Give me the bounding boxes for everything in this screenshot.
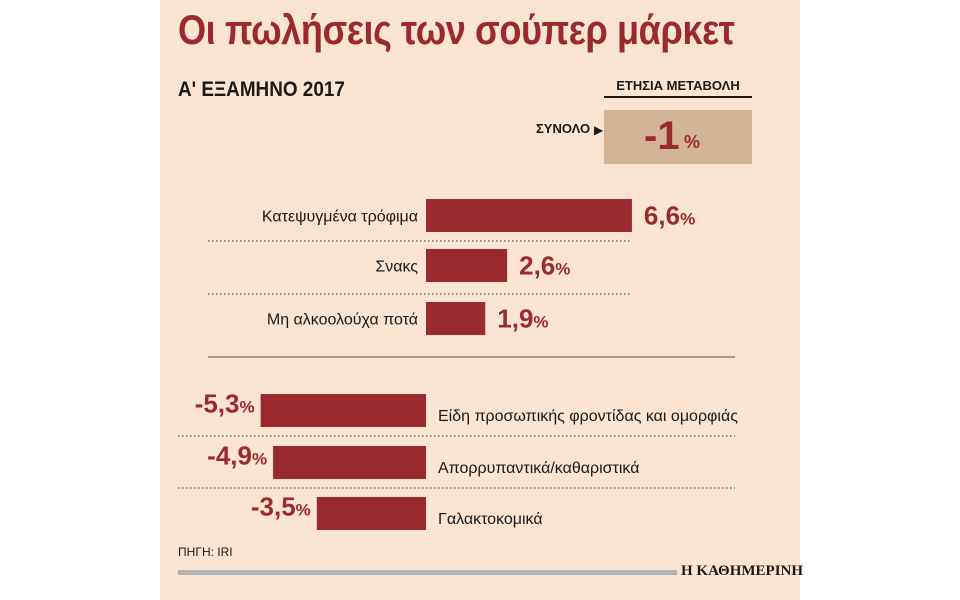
category-label: Σνακς bbox=[375, 259, 418, 276]
total-percent-sign: % bbox=[684, 132, 701, 152]
arrow-right-icon: ▶ bbox=[594, 123, 604, 137]
value-label: 6,6% bbox=[644, 201, 695, 231]
bar bbox=[426, 302, 486, 335]
total-label: ΣΥΝΟΛΟ bbox=[536, 121, 591, 136]
bar bbox=[273, 446, 426, 479]
infographic-panel bbox=[160, 0, 800, 600]
bar bbox=[426, 249, 508, 282]
category-label: Γαλακτοκομικά bbox=[438, 511, 543, 528]
chart-title: Οι πωλήσεις των σούπερ μάρκετ bbox=[178, 6, 735, 53]
value-label: -5,3% bbox=[195, 389, 255, 419]
footer-rule bbox=[178, 570, 677, 575]
total-value: -1 bbox=[644, 114, 680, 158]
chart-subtitle: Α' ΕΞΑΜΗΝΟ 2017 bbox=[178, 78, 345, 101]
total-value-box bbox=[604, 110, 752, 164]
category-label: Κατεψυγμένα τρόφιμα bbox=[262, 209, 418, 226]
bar bbox=[260, 394, 426, 427]
brand-logo: Η ΚΑΘΗΜΕΡΙΝΗ bbox=[681, 563, 804, 579]
value-label: -4,9% bbox=[207, 441, 267, 471]
category-label: Απορρυπαντικά/καθαριστικά bbox=[438, 460, 639, 477]
category-label: Μη αλκοολούχα ποτά bbox=[267, 312, 418, 329]
value-label: 1,9% bbox=[497, 304, 548, 334]
bar bbox=[426, 199, 632, 232]
bar bbox=[316, 497, 426, 530]
source-note: ΠΗΓΗ: IRI bbox=[178, 545, 233, 559]
category-label: Είδη προσωπικής φροντίδας και ομορφιάς bbox=[438, 408, 738, 425]
annual-change-header: ΕΤΗΣΙΑ ΜΕΤΑΒΟΛΗ bbox=[604, 78, 752, 98]
value-label: 2,6% bbox=[519, 251, 570, 281]
value-label: -3,5% bbox=[251, 492, 311, 522]
